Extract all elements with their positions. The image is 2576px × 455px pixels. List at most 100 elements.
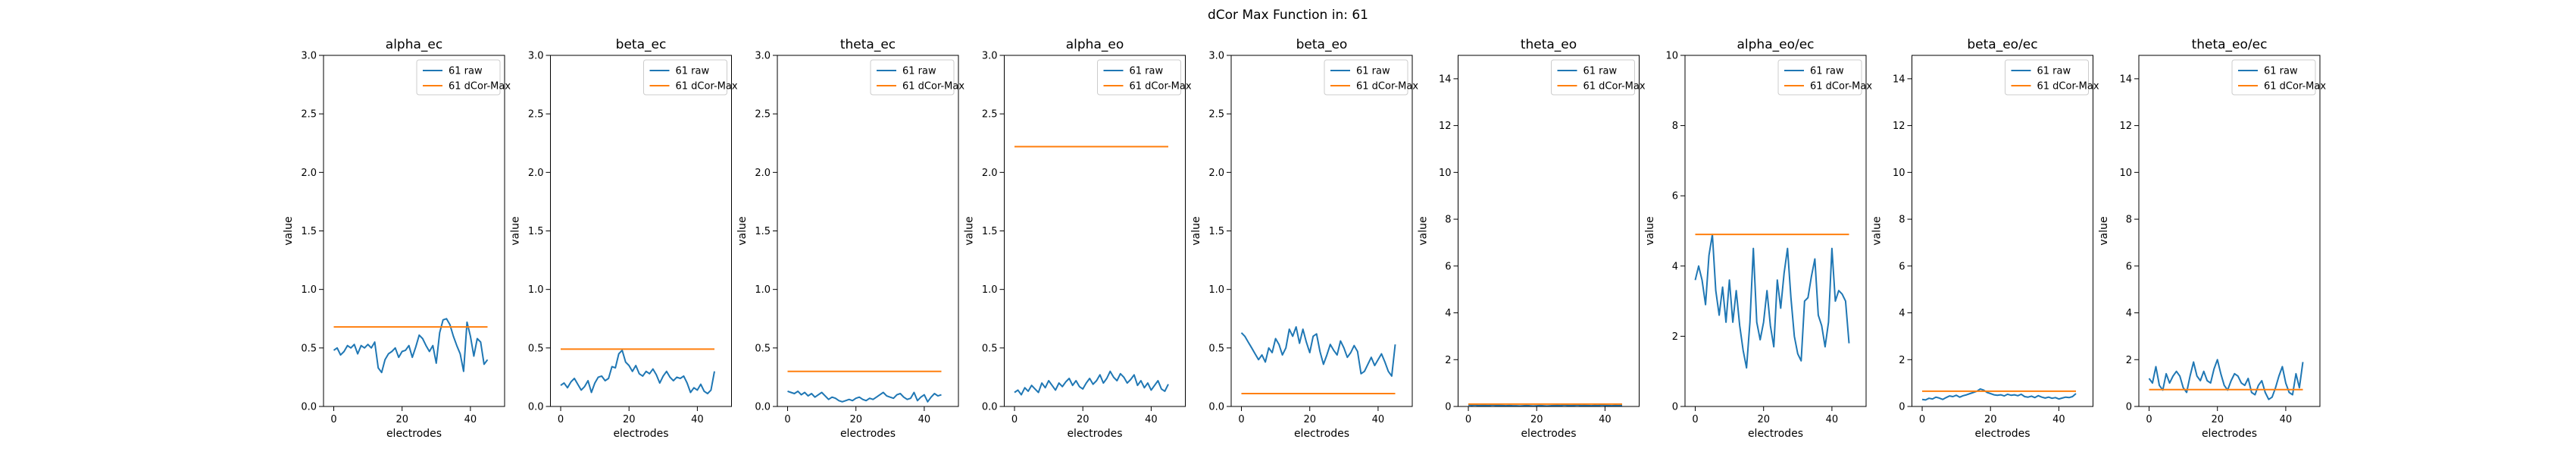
x-tick-label: 40 xyxy=(2052,414,2065,425)
legend-entry-label: 61 dCor-Max xyxy=(1810,81,1872,93)
x-axis-label: electrodes xyxy=(386,428,442,440)
y-axis-label: value xyxy=(736,216,749,245)
y-tick-label: 1.0 xyxy=(982,284,998,296)
plot-frame xyxy=(1004,55,1186,407)
y-tick-label: 4 xyxy=(1445,308,1451,319)
x-tick-label: 0 xyxy=(558,414,564,425)
series-raw-line xyxy=(1240,326,1396,377)
x-tick-label: 20 xyxy=(849,414,862,425)
legend: 61 raw 61 dCor-Max xyxy=(643,59,738,96)
y-tick-label: 2.0 xyxy=(528,168,544,179)
figure-suptitle: dCor Max Function in: 61 xyxy=(1208,8,1368,23)
x-tick-label: 0 xyxy=(1919,414,1925,425)
y-tick-label: 1.5 xyxy=(1208,226,1224,237)
plot-frame xyxy=(777,55,959,407)
panel-title: alpha_eo xyxy=(1066,37,1124,52)
legend: 61 raw 61 dCor-Max xyxy=(1324,59,1418,96)
y-axis-label: value xyxy=(964,216,976,245)
y-tick-label: 2 xyxy=(1445,355,1451,366)
chart-panel: alpha_eo 0.0 0.5 1.0 1.5 2.0 2.5 3.0 0 20 40 electr… xyxy=(964,37,1192,440)
y-tick-label: 1.0 xyxy=(1208,284,1224,296)
x-tick-label: 0 xyxy=(2146,414,2152,425)
series-raw-line xyxy=(1694,234,1850,369)
panel-title: theta_ec xyxy=(840,37,896,52)
x-tick-label: 40 xyxy=(1826,414,1839,425)
series-raw-line xyxy=(1014,370,1169,396)
legend-entry-label: 61 raw xyxy=(676,66,710,77)
y-tick-label: 2.0 xyxy=(755,168,771,179)
plot-frame xyxy=(323,55,505,407)
y-tick-label: 10 xyxy=(1439,168,1452,179)
x-tick-label: 20 xyxy=(1077,414,1089,425)
y-tick-label: 4 xyxy=(2126,308,2132,319)
y-tick-label: 0 xyxy=(1445,402,1451,413)
x-tick-label: 40 xyxy=(1372,414,1385,425)
legend-entry-label: 61 raw xyxy=(2264,66,2298,77)
y-tick-label: 12 xyxy=(1893,121,1905,132)
legend-entry-label: 61 raw xyxy=(1583,66,1618,77)
y-tick-label: 1.0 xyxy=(528,284,544,296)
y-tick-label: 6 xyxy=(1445,261,1451,272)
x-tick-label: 20 xyxy=(623,414,636,425)
series-raw-line xyxy=(333,318,489,374)
y-tick-label: 8 xyxy=(1672,121,1678,132)
y-axis-label: value xyxy=(283,216,295,245)
legend-entry-label: 61 raw xyxy=(1130,66,1164,77)
series-raw-line xyxy=(560,349,715,394)
y-tick-label: 3.0 xyxy=(982,51,998,62)
plot-frame xyxy=(2138,55,2321,407)
plot-frame xyxy=(1912,55,2093,407)
legend-entry-label: 61 raw xyxy=(449,66,483,77)
y-axis-label: value xyxy=(2098,216,2110,245)
x-tick-label: 0 xyxy=(1692,414,1698,425)
y-tick-label: 2.0 xyxy=(1208,168,1224,179)
legend-entry-label: 61 dCor-Max xyxy=(2037,81,2099,93)
y-tick-label: 3.0 xyxy=(1208,51,1224,62)
panel-title: alpha_eo/ec xyxy=(1737,37,1814,52)
series-raw-line xyxy=(1468,404,1623,407)
x-axis-label: electrodes xyxy=(1067,428,1122,440)
x-tick-label: 20 xyxy=(1530,414,1543,425)
y-tick-label: 12 xyxy=(2119,121,2132,132)
y-tick-label: 4 xyxy=(1899,308,1905,319)
y-tick-label: 10 xyxy=(1665,51,1678,62)
chart-panel: theta_eo/ec 0 2 4 6 8 10 12 14 0 20 40 electrodes val… xyxy=(2098,37,2326,440)
plot-frame xyxy=(1458,55,1640,407)
y-tick-label: 1.5 xyxy=(528,226,544,237)
y-tick-label: 8 xyxy=(2126,215,2132,226)
y-tick-label: 6 xyxy=(1672,191,1678,202)
y-tick-label: 2.5 xyxy=(982,109,998,121)
legend-entry-label: 61 dCor-Max xyxy=(1130,81,1192,93)
panel-title: beta_eo/ec xyxy=(1967,37,2037,52)
legend: 61 raw 61 dCor-Max xyxy=(2231,59,2326,96)
legend-entry-label: 61 raw xyxy=(1356,66,1390,77)
y-tick-label: 1.0 xyxy=(755,284,771,296)
legend-entry-label: 61 dCor-Max xyxy=(1583,81,1646,93)
y-tick-label: 0.0 xyxy=(528,402,544,413)
legend: 61 raw 61 dCor-Max xyxy=(1777,59,1872,96)
panel-title: theta_eo xyxy=(1521,37,1577,52)
x-axis-label: electrodes xyxy=(1521,428,1576,440)
x-tick-label: 20 xyxy=(1303,414,1316,425)
y-tick-label: 0.5 xyxy=(528,343,544,354)
plot-frame xyxy=(1230,55,1413,407)
x-axis-label: electrodes xyxy=(613,428,668,440)
y-tick-label: 14 xyxy=(1893,74,1905,85)
x-tick-label: 40 xyxy=(2280,414,2293,425)
y-tick-label: 2.5 xyxy=(1208,109,1224,121)
legend-entry-label: 61 dCor-Max xyxy=(2264,81,2326,93)
y-tick-label: 2.0 xyxy=(301,168,317,179)
y-tick-label: 0.0 xyxy=(982,402,998,413)
y-tick-label: 4 xyxy=(1672,261,1678,272)
y-tick-label: 8 xyxy=(1899,215,1905,226)
y-tick-label: 0.5 xyxy=(1208,343,1224,354)
series-raw-line xyxy=(2148,359,2304,400)
y-tick-label: 0 xyxy=(1899,402,1905,413)
y-tick-label: 1.5 xyxy=(301,226,317,237)
series-raw-line xyxy=(1921,388,2077,401)
legend-entry-label: 61 raw xyxy=(902,66,936,77)
x-tick-label: 20 xyxy=(1757,414,1770,425)
y-tick-label: 0.0 xyxy=(755,402,771,413)
x-tick-label: 20 xyxy=(2211,414,2224,425)
